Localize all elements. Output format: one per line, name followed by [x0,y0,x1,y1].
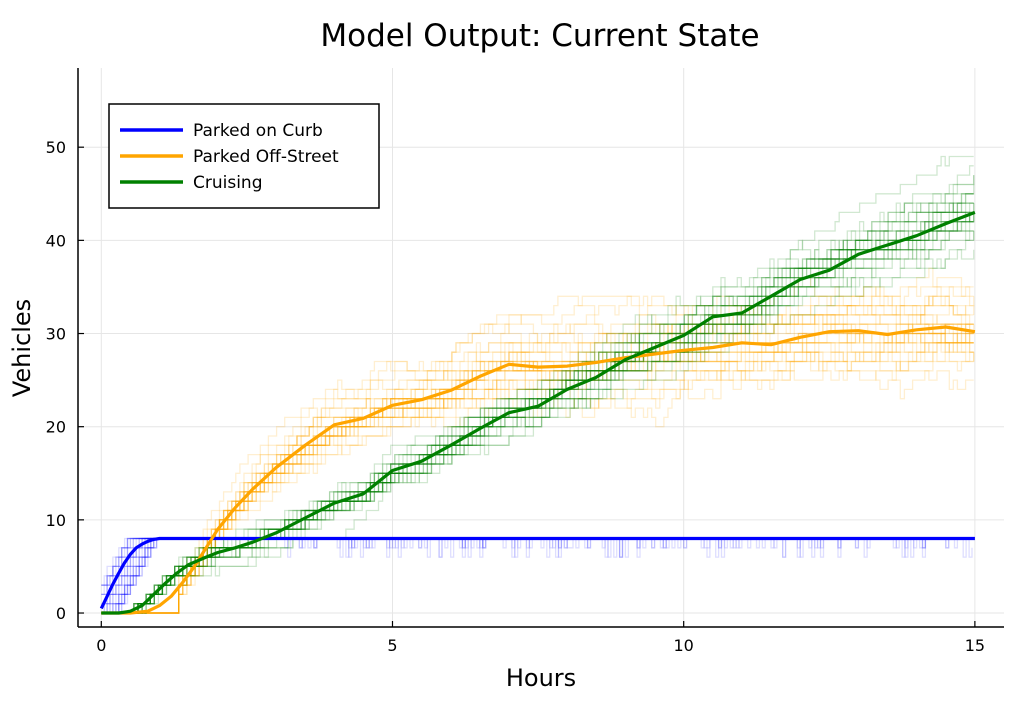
chart-title: Model Output: Current State [320,18,759,54]
legend-label-curb: Parked on Curb [193,121,323,141]
y-tick-label: 40 [46,231,66,250]
green-run-line [101,202,975,614]
green-run-line [101,231,975,614]
orange-run-line [101,342,975,614]
green-run-line [101,211,975,614]
orange-run-line [101,314,974,614]
grid [78,68,1004,627]
green-run-line [101,212,975,614]
orange-run-line [101,332,974,614]
orange-run-line [101,286,974,614]
y-tick-label: 10 [46,511,66,530]
legend-label-offstreet: Parked Off-Street [193,147,339,167]
orange-run-line [101,286,975,614]
orange-run-line [101,314,974,614]
ticks: 0 5 10 15 0 10 20 30 40 50 [46,138,985,655]
x-axis-label: Hours [506,664,576,692]
orange-run-line [101,276,974,614]
background-runs [101,155,975,614]
orange-run-line [101,314,975,614]
orange-run-line [101,370,974,614]
orange-run-line [101,267,974,614]
x-tick-label: 15 [965,636,985,655]
green-run-line [101,239,974,614]
legend-label-cruising: Cruising [193,173,263,193]
x-tick-label: 5 [387,636,397,655]
y-tick-label: 30 [46,325,66,344]
legend: Parked on Curb Parked Off-Street Cruisin… [108,103,380,209]
orange-run-line [101,323,975,614]
green-run-line [101,155,974,614]
orange-run-line [101,323,974,614]
x-tick-label: 10 [674,636,694,655]
orange-run-line [101,332,974,614]
series-line-cruising [101,210,976,615]
y-tick-label: 50 [46,138,66,157]
series-line-parked-offstreet [101,325,976,615]
y-tick-label: 0 [56,604,66,623]
green-run-line [101,211,974,614]
orange-run-line [101,295,975,614]
green-run-line [101,202,974,614]
green-run-line [101,221,974,614]
series-line-parked-curb [99,536,975,610]
green-run-line [101,175,975,614]
orange-run-line [101,351,974,614]
green-run-line [101,202,974,614]
orange-run-line [101,295,974,614]
orange-run-line [101,323,974,614]
orange-run-line [101,332,974,614]
green-run-line [101,221,974,614]
orange-run-line [101,323,974,614]
series-lines [99,210,976,615]
orange-run-line [101,332,974,614]
x-tick-label: 0 [96,636,106,655]
orange-run-line [101,323,974,614]
y-axis-label: Vehicles [8,299,36,397]
orange-run-line [101,332,974,614]
orange-run-line [101,295,974,614]
y-tick-label: 20 [46,418,66,437]
green-run-line [101,202,974,614]
orange-run-line [101,286,974,614]
green-run-line [101,184,975,614]
